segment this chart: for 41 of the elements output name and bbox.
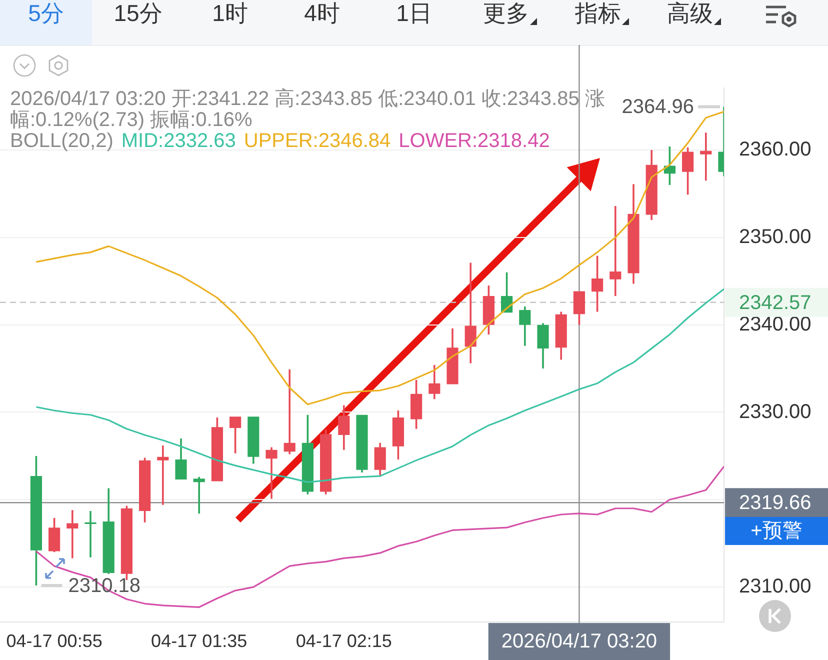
candlestick: [266, 447, 278, 499]
y-tick-label: 2330.00: [739, 400, 812, 423]
text: 4时: [304, 0, 340, 26]
text: 2026/04/17 03:20 开:2341.22 高:2343.85 低:2340.01 收:2343.85 涨幅:0.12%(2.73) 振幅:0.16%: [10, 88, 606, 131]
candlestick: [356, 414, 368, 473]
candlestick: [428, 365, 440, 400]
candlestick: [284, 369, 296, 454]
x-tick-label: 04-17 01:35: [151, 630, 248, 651]
text: MID:2332.63: [121, 130, 236, 152]
text: 1日: [396, 0, 432, 26]
y-tick-label: 2350.00: [739, 226, 812, 248]
y-tick-label: 2340.00: [739, 313, 812, 336]
candlestick: [338, 405, 350, 450]
candlestick: [537, 323, 549, 369]
annotation: 2319.66: [739, 492, 812, 514]
y-tick-label: 2360.00: [739, 138, 812, 161]
selected-tab: 5分: [0, 0, 92, 45]
annotation: 2364.96: [622, 96, 694, 118]
x-tick-label: 04-17 00:55: [6, 630, 102, 651]
candlestick: [157, 445, 169, 505]
annotation: 2342.57: [739, 292, 812, 314]
candlestick: [519, 306, 531, 346]
x-tick-label: 04-17 02:15: [296, 630, 392, 651]
candlestick: [610, 206, 622, 296]
candlestick: [464, 262, 476, 364]
candlestick: [84, 511, 96, 558]
text: UPPER:2346.84: [244, 130, 391, 152]
legend-title: BOLL(20,2): [10, 130, 114, 152]
candlestick: [175, 438, 187, 480]
text: LOWER:2318.42: [398, 130, 550, 152]
text: 高级: [667, 0, 713, 26]
text: 1时: [212, 0, 248, 26]
annotation: 2026/04/17 03:20: [501, 630, 658, 653]
y-tick-label: 2310.00: [739, 576, 812, 598]
alert-button: +预警: [725, 517, 828, 546]
text: 15分: [114, 0, 162, 26]
candlestick: [193, 476, 205, 514]
text: 更多: [483, 0, 529, 26]
text: 指标: [575, 0, 621, 26]
candlestick: [66, 510, 78, 558]
candlestick: [700, 132, 712, 181]
